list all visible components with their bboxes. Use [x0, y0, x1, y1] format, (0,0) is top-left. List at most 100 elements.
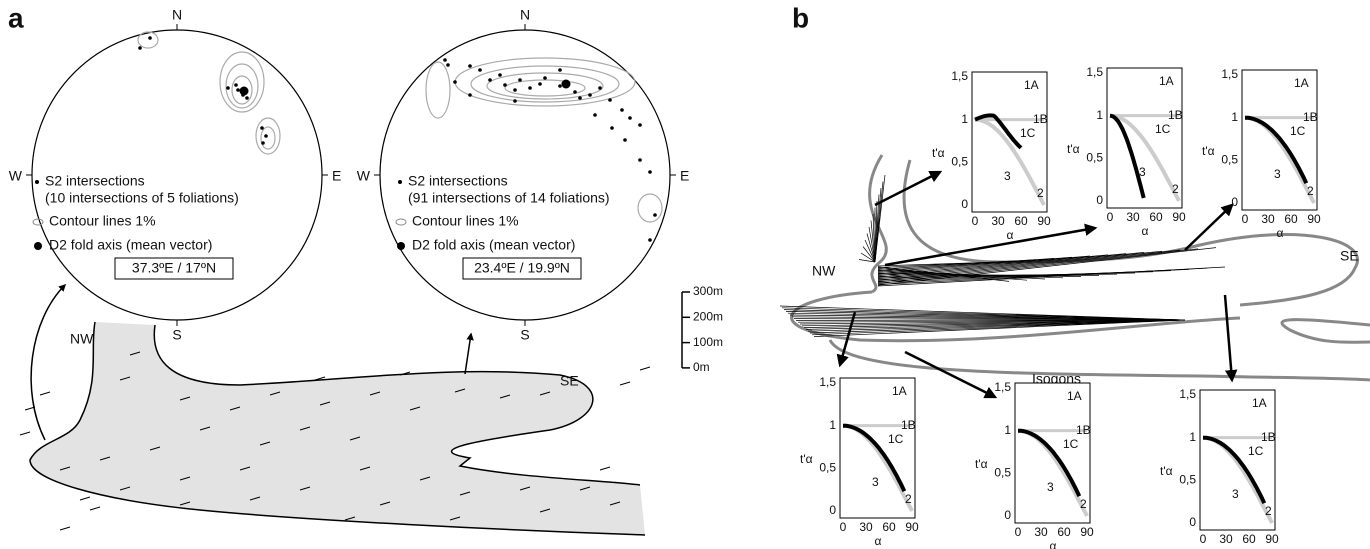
y-axis-label: t'α [975, 457, 988, 471]
fold-body [30, 322, 645, 535]
intersection-dot [234, 83, 238, 87]
foliation [20, 432, 30, 435]
y-tick-label: 1,5 [1221, 67, 1238, 81]
curve-label: 1A [1252, 396, 1267, 410]
x-tick-label: 30 [1219, 532, 1233, 546]
x-tick-label: 90 [1080, 525, 1094, 539]
x-tick-label: 90 [905, 520, 919, 534]
intersection-dot [638, 158, 642, 162]
panel-label: a [8, 2, 24, 33]
curve-label: 3 [1232, 487, 1239, 501]
intersection-dot [653, 213, 657, 217]
south-label: S [520, 327, 529, 343]
intersection-dot [226, 86, 230, 90]
y-axis-label: t'α [932, 146, 945, 160]
legend-mean [397, 242, 405, 250]
figure: aNSEWS2 intersections(10 intersections o… [0, 0, 1370, 549]
y-tick-label: 0,5 [1086, 151, 1103, 165]
y-tick-label: 1 [1004, 423, 1011, 437]
y-tick-label: 1 [829, 418, 836, 432]
x-tick-label: 60 [1149, 210, 1163, 224]
intersection-dot [443, 58, 447, 62]
curve-label: 1B [901, 418, 916, 432]
curve-label: 3 [1047, 480, 1054, 494]
x-tick-label: 90 [1265, 532, 1279, 546]
curve-label: 1B [1076, 423, 1091, 437]
curve-label: 3 [872, 475, 879, 489]
y-tick-label: 0 [1096, 193, 1103, 207]
y-axis-label: t'α [1160, 464, 1173, 478]
scale-label: 300m [693, 284, 723, 298]
foliation [80, 497, 90, 500]
intersection-dot [543, 76, 547, 80]
intersection-dot [138, 46, 142, 50]
y-tick-label: 0,5 [819, 461, 836, 475]
curve-label: 1C [1063, 437, 1079, 451]
curve-label: 1C [1290, 124, 1306, 138]
x-tick-label: 30 [1126, 210, 1140, 224]
intersection-dot [468, 93, 472, 97]
intersection-dot [648, 238, 652, 242]
x-tick-label: 0 [840, 520, 847, 534]
curve-label: 1B [1033, 112, 1048, 126]
x-tick-label: 60 [1242, 532, 1256, 546]
curve-label: 2 [1080, 497, 1087, 511]
x-tick-label: 90 [1172, 210, 1186, 224]
intersection-dot [503, 83, 507, 87]
intersection-dot [498, 73, 502, 77]
y-tick-label: 1,5 [1086, 65, 1103, 79]
curve-label: 1C [1248, 444, 1264, 458]
legend-mean [34, 242, 42, 250]
y-tick-label: 1,5 [819, 375, 836, 389]
intersection-dot [478, 68, 482, 72]
y-tick-label: 1 [961, 112, 968, 126]
y-tick-label: 0 [829, 503, 836, 517]
mean-vector: 37.3ºE / 17ºN [132, 260, 216, 276]
intersection-dot [236, 88, 240, 92]
y-tick-label: 1,5 [951, 69, 968, 83]
y-tick-label: 1,5 [1179, 387, 1196, 401]
foliation [40, 392, 50, 395]
curve-label: 3 [1004, 169, 1011, 183]
legend-dot [398, 180, 402, 184]
x-tick-label: 60 [1014, 214, 1028, 228]
x-tick-label: 60 [1057, 525, 1071, 539]
west-label: W [9, 168, 23, 184]
curve-label: 1B [1261, 430, 1276, 444]
legend-text: (10 intersections of 5 foliations) [45, 190, 239, 206]
curve-label: 1A [892, 384, 907, 398]
legend-text: D2 fold axis (mean vector) [412, 237, 575, 253]
x-tick-label: 0 [1200, 532, 1207, 546]
x-axis-label: α [1277, 226, 1284, 240]
intersection-dot [260, 126, 264, 130]
curve-label: 1C [1020, 126, 1036, 140]
curve-label: 2 [1265, 504, 1272, 518]
x-axis-label: α [875, 534, 882, 548]
foliation [600, 467, 610, 470]
curve-label: 2 [1037, 186, 1044, 200]
intersection-dot [608, 98, 612, 102]
y-tick-label: 0,5 [994, 466, 1011, 480]
south-label: S [172, 327, 181, 343]
curve-label: 1A [1024, 78, 1039, 92]
mean-vector-dot [240, 87, 249, 96]
x-tick-label: 30 [991, 214, 1005, 228]
page: {"panel_a": {"label": "a", "stereonets":… [0, 0, 1370, 549]
intersection-dot [558, 68, 562, 72]
y-tick-label: 1,5 [994, 380, 1011, 394]
y-tick-label: 1 [1189, 430, 1196, 444]
panel-label: b [792, 2, 809, 33]
legend-dot [35, 180, 39, 184]
x-tick-label: 90 [1307, 212, 1321, 226]
curve-label: 1B [1168, 108, 1183, 122]
foliation [60, 527, 70, 530]
x-tick-label: 30 [1261, 212, 1275, 226]
intersection-dot [468, 64, 472, 68]
y-tick-label: 0 [1189, 515, 1196, 529]
x-tick-label: 30 [1034, 525, 1048, 539]
y-tick-label: 0,5 [951, 155, 968, 169]
curve-label: 1C [1155, 122, 1171, 136]
north-label: N [520, 7, 530, 23]
intersection-dot [628, 116, 632, 120]
x-tick-label: 0 [1242, 212, 1249, 226]
